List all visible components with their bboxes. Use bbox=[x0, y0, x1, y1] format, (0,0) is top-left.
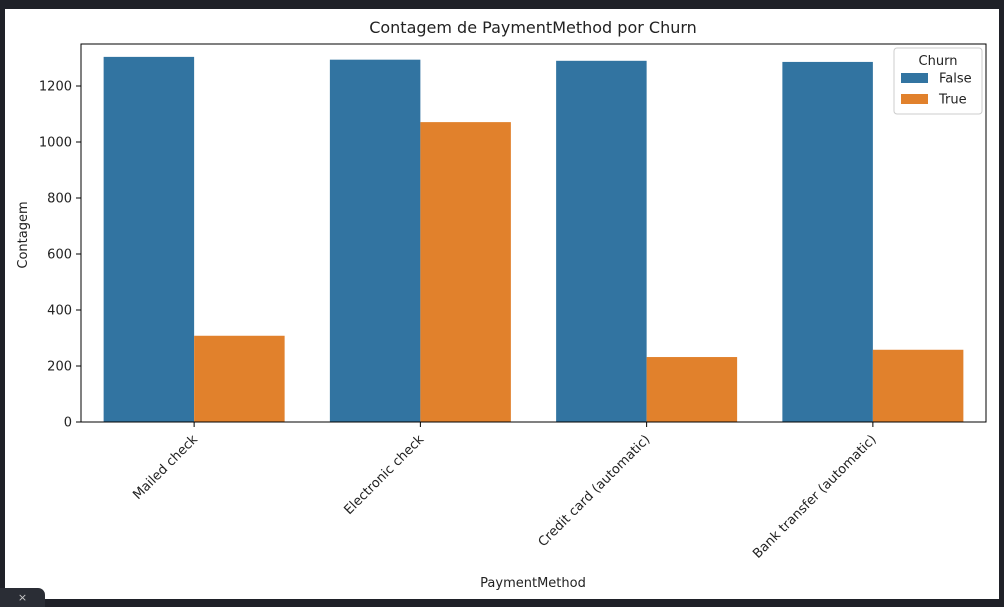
bar-false-3 bbox=[556, 60, 647, 423]
legend-swatch-true bbox=[901, 94, 928, 104]
bars-layer bbox=[103, 56, 964, 423]
x-tick-label: Credit card (automatic) bbox=[536, 432, 654, 550]
y-tick-label: 1200 bbox=[39, 80, 72, 95]
legend-items: False True bbox=[901, 72, 972, 108]
bar-true-2 bbox=[420, 122, 511, 423]
y-tick-label: 0 bbox=[64, 416, 72, 431]
legend-label-false: False bbox=[939, 72, 972, 87]
legend-swatch-false bbox=[901, 73, 928, 83]
bar-false-2 bbox=[329, 59, 421, 423]
bar-true-4 bbox=[872, 349, 964, 422]
y-tick-label: 1000 bbox=[39, 136, 72, 151]
y-tick-label: 800 bbox=[47, 192, 72, 207]
x-axis-label: PaymentMethod bbox=[480, 576, 586, 591]
y-axis-label: Contagem bbox=[16, 201, 31, 268]
legend-title: Churn bbox=[919, 54, 958, 69]
x-tick-label: Mailed check bbox=[130, 432, 201, 503]
y-tick-label: 200 bbox=[47, 360, 72, 375]
y-tick-label: 400 bbox=[47, 304, 72, 319]
chart: Contagem de PaymentMethod por Churn 0 200… bbox=[16, 18, 987, 591]
x-tick-label: Electronic check bbox=[341, 432, 427, 518]
bar-false-4 bbox=[782, 61, 873, 423]
legend: Churn False True bbox=[893, 47, 983, 115]
chart-frame: Contagem de PaymentMethod por Churn 0 200… bbox=[5, 9, 999, 599]
x-tick-label: Bank transfer (automatic) bbox=[750, 432, 880, 562]
bar-true-3 bbox=[646, 357, 738, 422]
close-icon[interactable]: × bbox=[0, 588, 45, 607]
bar-true-1 bbox=[194, 335, 285, 422]
plot-frame bbox=[80, 43, 987, 423]
chart-title: Contagem de PaymentMethod por Churn bbox=[369, 18, 697, 37]
legend-label-true: True bbox=[938, 93, 967, 108]
y-tick-label: 600 bbox=[47, 248, 72, 263]
bar-false-1 bbox=[103, 56, 195, 422]
